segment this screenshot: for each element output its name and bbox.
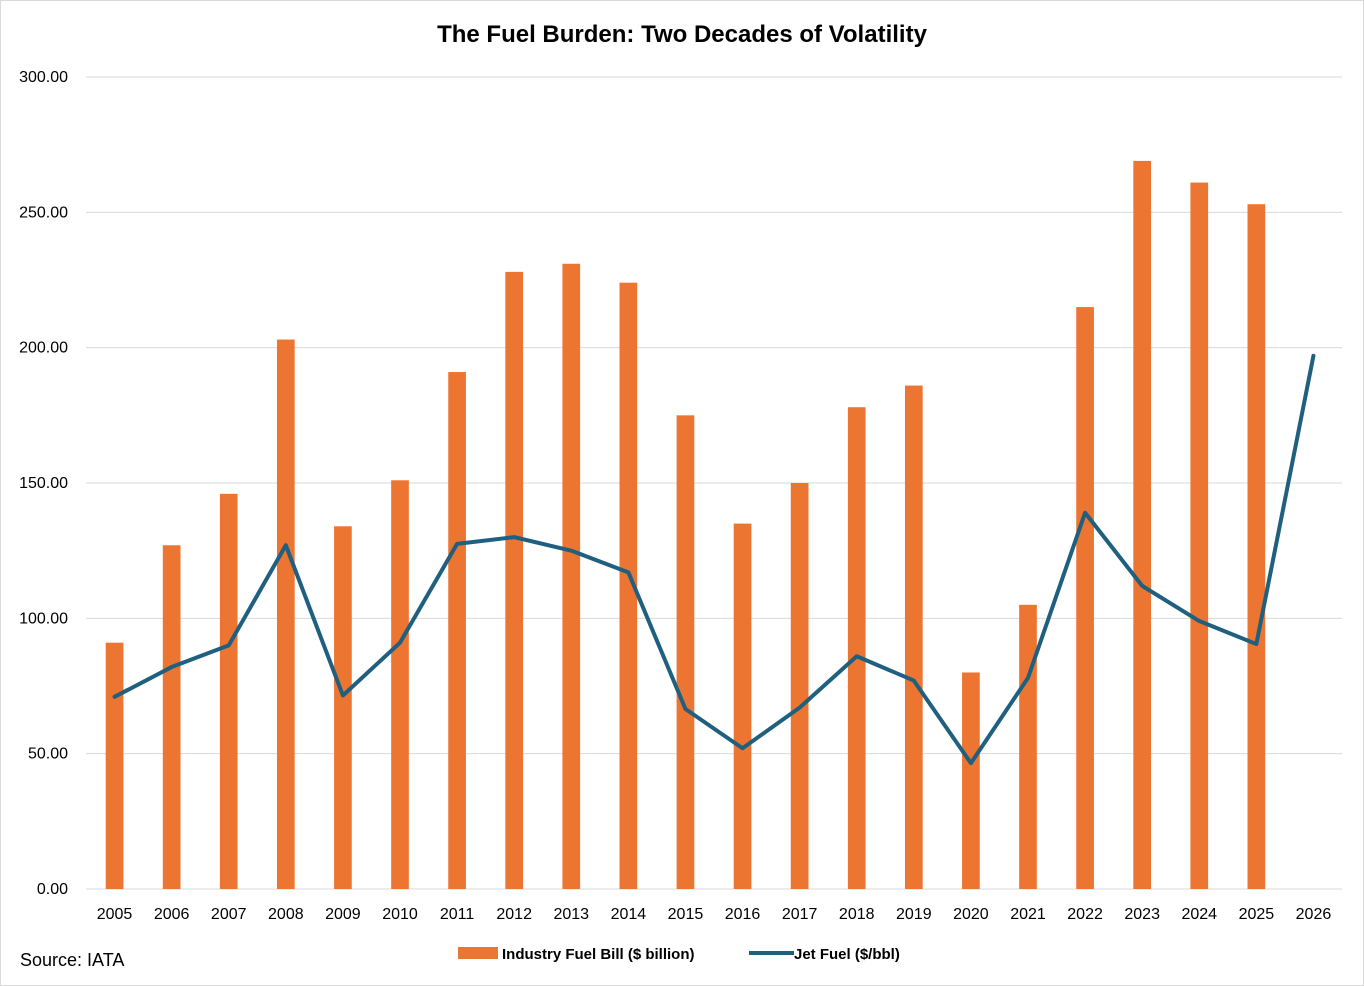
bar-fuel-bill-2006 xyxy=(162,545,181,889)
x-axis-ticks: 2005 2006 2007 2008 2009 2010 2011 2012 2013 2014… xyxy=(97,906,1332,923)
legend-swatch-fuel-bill xyxy=(458,947,498,959)
x-tick-label: 2006 xyxy=(154,906,190,923)
bar-fuel-bill-2014 xyxy=(619,282,638,889)
x-tick-label: 2021 xyxy=(1010,906,1046,923)
y-axis-ticks: 0.00 50.00 100.00 150.00 200.00 250.00 300.00 xyxy=(19,69,68,898)
bar-fuel-bill-2008 xyxy=(276,339,295,890)
bar-fuel-bill-2017 xyxy=(790,483,809,889)
bar-fuel-bill-2018 xyxy=(847,407,866,889)
x-tick-label: 2008 xyxy=(268,906,304,923)
bar-fuel-bill-2015 xyxy=(676,415,695,889)
bar-series xyxy=(105,160,1266,890)
bar-fuel-bill-2023 xyxy=(1133,160,1152,889)
bar-fuel-bill-2007 xyxy=(219,493,238,889)
line-series xyxy=(112,353,1316,766)
legend: Industry Fuel Bill ($ billion) Jet Fuel … xyxy=(458,946,900,963)
bar-fuel-bill-2019 xyxy=(904,385,923,889)
grid-layer xyxy=(86,76,1342,890)
bar-fuel-bill-2005 xyxy=(105,642,124,889)
y-tick-label: 200.00 xyxy=(19,340,68,357)
source-note: Source: IATA xyxy=(20,950,124,970)
bar-fuel-bill-2024 xyxy=(1190,182,1209,889)
bar-fuel-bill-2009 xyxy=(334,526,352,889)
x-tick-label: 2022 xyxy=(1067,906,1103,923)
y-tick-label: 250.00 xyxy=(19,204,68,221)
x-tick-label: 2015 xyxy=(668,906,704,923)
x-tick-label: 2026 xyxy=(1296,906,1332,923)
bar-fuel-bill-2010 xyxy=(391,480,409,889)
x-tick-label: 2017 xyxy=(782,906,818,923)
x-tick-label: 2009 xyxy=(325,906,361,923)
x-tick-label: 2013 xyxy=(553,906,589,923)
x-tick-label: 2014 xyxy=(611,906,647,923)
x-tick-label: 2005 xyxy=(97,906,133,923)
x-tick-label: 2019 xyxy=(896,906,932,923)
bar-fuel-bill-2025 xyxy=(1247,204,1266,890)
chart-title: The Fuel Burden: Two Decades of Volatili… xyxy=(437,21,927,48)
y-tick-label: 300.00 xyxy=(19,69,68,86)
line-jet-fuel xyxy=(112,353,1316,766)
y-tick-label: 50.00 xyxy=(28,746,68,763)
x-tick-label: 2007 xyxy=(211,906,247,923)
legend-label-jet-fuel: Jet Fuel ($/bbl) xyxy=(794,946,900,963)
bar-fuel-bill-2021 xyxy=(1019,604,1037,889)
x-tick-label: 2010 xyxy=(382,906,418,923)
legend-label-fuel-bill: Industry Fuel Bill ($ billion) xyxy=(502,946,695,963)
bar-fuel-bill-2016 xyxy=(733,523,752,889)
bar-fuel-bill-2012 xyxy=(505,271,524,889)
x-tick-label: 2011 xyxy=(440,906,475,923)
x-tick-label: 2012 xyxy=(496,906,532,923)
x-tick-label: 2016 xyxy=(725,906,761,923)
x-tick-label: 2024 xyxy=(1181,906,1217,923)
y-tick-label: 0.00 xyxy=(37,881,68,898)
x-tick-label: 2025 xyxy=(1239,906,1275,923)
bar-fuel-bill-2011 xyxy=(448,372,466,889)
bar-fuel-bill-2013 xyxy=(562,263,581,889)
x-tick-label: 2023 xyxy=(1124,906,1160,923)
y-tick-label: 150.00 xyxy=(19,475,68,492)
y-tick-label: 100.00 xyxy=(19,610,68,627)
x-tick-label: 2018 xyxy=(839,906,875,923)
x-tick-label: 2020 xyxy=(953,906,989,923)
bar-fuel-bill-2022 xyxy=(1076,307,1094,890)
bar-fuel-bill-2020 xyxy=(962,672,980,889)
